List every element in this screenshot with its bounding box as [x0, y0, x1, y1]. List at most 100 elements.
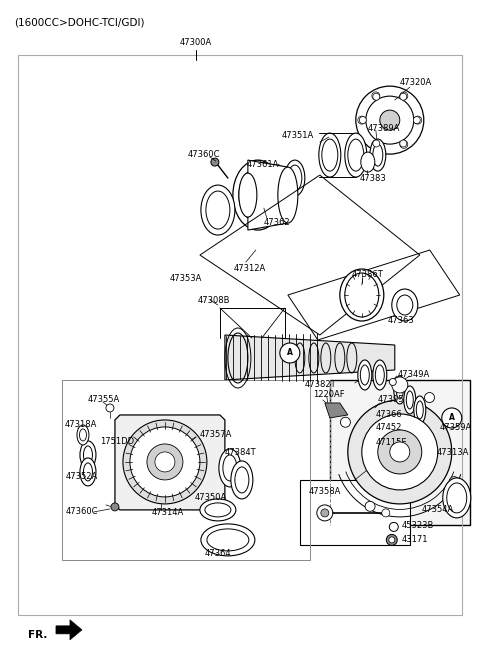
Circle shape: [386, 534, 397, 545]
Ellipse shape: [223, 455, 237, 481]
Polygon shape: [56, 620, 82, 640]
Ellipse shape: [206, 191, 230, 229]
Text: 47361A: 47361A: [247, 160, 279, 168]
Circle shape: [413, 117, 420, 124]
Circle shape: [373, 94, 380, 100]
Text: 47389A: 47389A: [368, 124, 400, 133]
Ellipse shape: [404, 386, 416, 414]
Text: 47355A: 47355A: [88, 395, 120, 404]
Circle shape: [389, 379, 396, 385]
Circle shape: [372, 92, 380, 100]
Circle shape: [373, 140, 380, 147]
Circle shape: [348, 400, 452, 504]
Ellipse shape: [443, 478, 471, 518]
Circle shape: [400, 140, 407, 147]
Text: 47386T: 47386T: [352, 269, 384, 279]
Ellipse shape: [231, 461, 253, 499]
Text: FR.: FR.: [28, 630, 48, 640]
Ellipse shape: [80, 429, 86, 441]
Circle shape: [400, 94, 407, 100]
Ellipse shape: [80, 441, 96, 469]
Circle shape: [321, 509, 329, 517]
Text: 47357A: 47357A: [200, 430, 232, 440]
Ellipse shape: [361, 152, 375, 172]
Text: 47313A: 47313A: [437, 448, 469, 458]
Text: 47312A: 47312A: [234, 264, 266, 273]
Ellipse shape: [219, 449, 241, 487]
Text: 47314A: 47314A: [152, 508, 184, 518]
Ellipse shape: [373, 144, 383, 166]
Ellipse shape: [414, 396, 426, 424]
Text: 43171: 43171: [402, 535, 428, 544]
Text: 47115E: 47115E: [376, 438, 408, 448]
Ellipse shape: [370, 139, 386, 171]
Circle shape: [382, 509, 390, 517]
Circle shape: [449, 477, 459, 487]
Circle shape: [358, 116, 366, 124]
Ellipse shape: [396, 381, 403, 399]
Text: 47308B: 47308B: [198, 295, 230, 305]
Ellipse shape: [207, 529, 249, 551]
Circle shape: [414, 116, 422, 124]
Text: 47349A: 47349A: [398, 371, 430, 379]
Text: 47352A: 47352A: [66, 472, 98, 482]
Circle shape: [392, 377, 408, 393]
Ellipse shape: [239, 168, 277, 222]
Text: 47358A: 47358A: [309, 488, 341, 496]
Circle shape: [111, 503, 119, 511]
Ellipse shape: [233, 160, 283, 230]
Circle shape: [400, 140, 408, 148]
Ellipse shape: [201, 185, 235, 235]
Polygon shape: [248, 160, 288, 230]
Text: 47360C: 47360C: [188, 150, 220, 158]
Ellipse shape: [322, 139, 338, 171]
Text: A: A: [449, 413, 455, 422]
Circle shape: [389, 522, 398, 532]
Ellipse shape: [416, 401, 423, 419]
Text: 47359A: 47359A: [440, 424, 472, 432]
Text: A: A: [287, 349, 293, 357]
Circle shape: [424, 393, 434, 403]
Polygon shape: [115, 415, 225, 510]
Text: 1751DD: 1751DD: [100, 438, 134, 446]
Circle shape: [389, 537, 395, 543]
Ellipse shape: [447, 483, 467, 513]
Ellipse shape: [406, 391, 413, 409]
Circle shape: [366, 96, 414, 144]
Text: 47452: 47452: [376, 424, 402, 432]
Ellipse shape: [345, 273, 379, 317]
Text: 47366: 47366: [376, 410, 403, 420]
Text: 45323B: 45323B: [402, 522, 434, 530]
Circle shape: [360, 117, 366, 124]
Text: 47354A: 47354A: [422, 506, 454, 514]
Ellipse shape: [392, 289, 418, 321]
Ellipse shape: [340, 269, 384, 321]
Ellipse shape: [397, 295, 413, 315]
Ellipse shape: [394, 376, 406, 404]
Circle shape: [400, 92, 408, 100]
Ellipse shape: [288, 165, 302, 191]
Text: 47362: 47362: [264, 218, 290, 226]
Text: (1600CC>DOHC-TCI/GDI): (1600CC>DOHC-TCI/GDI): [14, 17, 144, 27]
Circle shape: [317, 505, 333, 521]
Text: 47384T: 47384T: [225, 448, 256, 458]
Circle shape: [390, 442, 410, 462]
Circle shape: [372, 140, 380, 148]
Text: 47351A: 47351A: [282, 131, 314, 140]
Text: 47300A: 47300A: [180, 37, 212, 47]
Circle shape: [147, 444, 183, 480]
Text: 47353A: 47353A: [170, 273, 202, 283]
Ellipse shape: [358, 360, 372, 390]
Ellipse shape: [375, 365, 384, 385]
Circle shape: [123, 420, 207, 504]
Circle shape: [380, 110, 400, 130]
Circle shape: [356, 86, 424, 154]
Ellipse shape: [285, 160, 305, 196]
Ellipse shape: [235, 467, 249, 493]
Ellipse shape: [200, 499, 236, 521]
Ellipse shape: [84, 463, 93, 481]
Circle shape: [280, 343, 300, 363]
Polygon shape: [325, 403, 348, 418]
Text: 1220AF: 1220AF: [313, 391, 345, 399]
Polygon shape: [330, 380, 470, 525]
